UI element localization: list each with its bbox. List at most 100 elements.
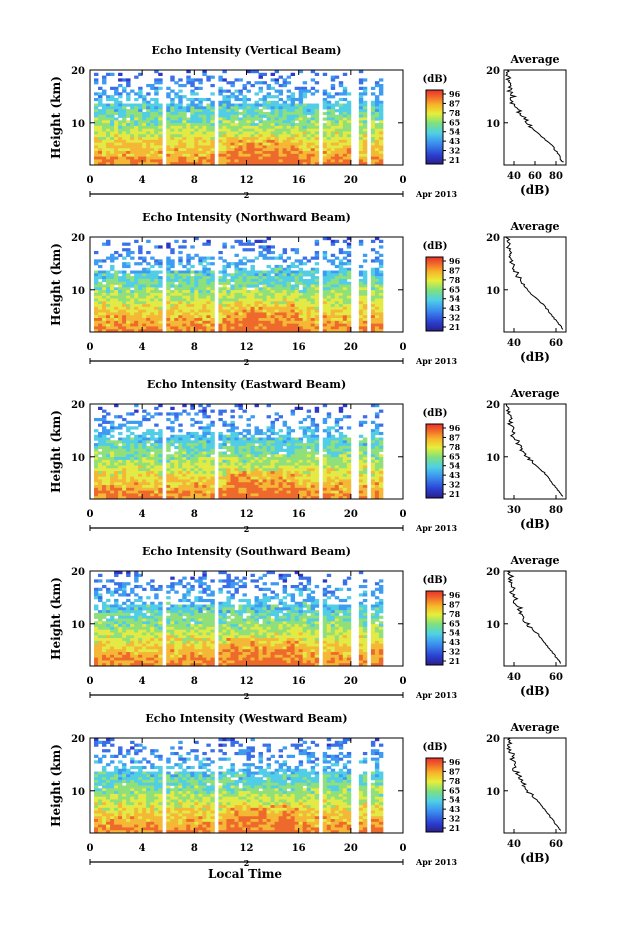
panel-title: Echo Intensity (Eastward Beam) bbox=[147, 378, 346, 391]
x-tick-label: 20 bbox=[344, 509, 358, 520]
colorbar-tick-label: 21 bbox=[449, 489, 460, 499]
x-tick-label: 0 bbox=[87, 175, 94, 186]
panel-title: Echo Intensity (Vertical Beam) bbox=[151, 44, 341, 57]
colorbar-tick-label: 78 bbox=[449, 609, 461, 619]
colorbar-tick-label: 78 bbox=[449, 275, 461, 285]
y-tick-label: 20 bbox=[71, 400, 85, 411]
colorbar-tick-label: 87 bbox=[449, 265, 460, 275]
x-tick-label: 0 bbox=[400, 175, 407, 186]
x-tick-label: 8 bbox=[191, 342, 198, 353]
x-tick-label: 16 bbox=[292, 676, 306, 687]
x-tick-label: 20 bbox=[344, 342, 358, 353]
colorbar-tick-label: 96 bbox=[449, 423, 461, 433]
x-tick-label: 0 bbox=[87, 509, 94, 520]
x-tick-label: 0 bbox=[87, 843, 94, 854]
colorbar-tick-label: 54 bbox=[449, 628, 461, 638]
x-tick-label: 12 bbox=[240, 843, 254, 854]
average-x-tick-label: 60 bbox=[528, 171, 542, 182]
x-tick-label: 20 bbox=[344, 843, 358, 854]
average-x-tick-label: 40 bbox=[507, 338, 521, 349]
colorbar-unit: (dB) bbox=[423, 241, 448, 252]
x-tick-label: 8 bbox=[191, 175, 198, 186]
average-x-tick-label: 60 bbox=[549, 338, 563, 349]
date-label: Apr 2013 bbox=[415, 690, 458, 700]
colorbar bbox=[425, 256, 444, 332]
date-label: Apr 2013 bbox=[415, 189, 458, 199]
colorbar-tick-label: 21 bbox=[449, 656, 460, 666]
colorbar-tick-label: 78 bbox=[449, 108, 461, 118]
day-label: 2 bbox=[244, 691, 250, 701]
average-x-tick-label: 80 bbox=[549, 505, 563, 516]
colorbar-tick-label: 32 bbox=[449, 647, 460, 657]
y-axis-label: Height (km) bbox=[49, 410, 63, 493]
colorbar-tick-label: 87 bbox=[449, 98, 460, 108]
average-x-tick-label: 40 bbox=[507, 839, 521, 850]
day-label: 2 bbox=[244, 858, 250, 868]
average-frame bbox=[503, 403, 567, 500]
colorbar-tick-label: 65 bbox=[449, 284, 460, 294]
colorbar-tick-label: 43 bbox=[449, 637, 461, 647]
average-frame bbox=[503, 236, 567, 333]
average-y-tick-label: 10 bbox=[486, 286, 500, 297]
y-tick-label: 20 bbox=[71, 233, 85, 244]
x-tick-label: 16 bbox=[292, 175, 306, 186]
x-tick-label: 12 bbox=[240, 342, 254, 353]
panel-2: Echo Intensity (Northward Beam)2010Heigh… bbox=[49, 211, 567, 367]
average-x-tick-label: 60 bbox=[549, 839, 563, 850]
average-x-tick-label: 30 bbox=[507, 505, 521, 516]
average-title: Average bbox=[509, 554, 559, 567]
average-frame bbox=[503, 737, 567, 834]
average-y-tick-label: 20 bbox=[486, 734, 500, 745]
echo-intensity-field bbox=[90, 404, 403, 500]
average-title: Average bbox=[509, 53, 559, 66]
average-x-axis-label: (dB) bbox=[520, 517, 550, 531]
colorbar-unit: (dB) bbox=[423, 74, 448, 85]
average-x-axis-label: (dB) bbox=[520, 684, 550, 698]
average-x-tick-label: 60 bbox=[549, 672, 563, 683]
panel-5: Echo Intensity (Westward Beam)2010Height… bbox=[49, 712, 567, 868]
colorbar-tick-label: 43 bbox=[449, 303, 461, 313]
panel-1: Echo Intensity (Vertical Beam)2010Height… bbox=[49, 44, 567, 200]
x-tick-label: 4 bbox=[139, 342, 146, 353]
colorbar-tick-label: 21 bbox=[449, 322, 460, 332]
average-x-tick-label: 80 bbox=[549, 171, 563, 182]
colorbar-tick-label: 43 bbox=[449, 804, 461, 814]
average-y-tick-label: 20 bbox=[486, 400, 500, 411]
local-time-label: Local Time bbox=[208, 867, 282, 881]
panel-3: Echo Intensity (Eastward Beam)2010Height… bbox=[49, 378, 567, 534]
y-tick-label: 10 bbox=[71, 453, 85, 464]
average-x-axis-label: (dB) bbox=[520, 183, 550, 197]
average-y-tick-label: 10 bbox=[486, 119, 500, 130]
x-tick-label: 20 bbox=[344, 676, 358, 687]
x-tick-label: 8 bbox=[191, 509, 198, 520]
x-tick-label: 0 bbox=[87, 342, 94, 353]
colorbar-tick-label: 21 bbox=[449, 823, 460, 833]
average-frame bbox=[503, 69, 567, 166]
average-frame bbox=[503, 570, 567, 667]
x-tick-label: 0 bbox=[87, 676, 94, 687]
colorbar-tick-label: 43 bbox=[449, 470, 461, 480]
average-y-tick-label: 20 bbox=[486, 233, 500, 244]
x-tick-label: 16 bbox=[292, 509, 306, 520]
colorbar bbox=[425, 590, 444, 666]
colorbar-tick-label: 32 bbox=[449, 480, 460, 490]
date-label: Apr 2013 bbox=[415, 356, 458, 366]
echo-intensity-field bbox=[90, 237, 403, 333]
average-profile-line bbox=[506, 570, 562, 664]
average-x-tick-label: 40 bbox=[507, 672, 521, 683]
colorbar bbox=[425, 423, 444, 499]
x-tick-label: 0 bbox=[400, 509, 407, 520]
colorbar bbox=[425, 757, 444, 833]
average-title: Average bbox=[509, 721, 559, 734]
day-label: 2 bbox=[244, 524, 250, 534]
colorbar-tick-label: 78 bbox=[449, 442, 461, 452]
average-y-tick-label: 20 bbox=[486, 567, 500, 578]
x-tick-label: 12 bbox=[240, 175, 254, 186]
colorbar-tick-label: 96 bbox=[449, 256, 461, 266]
x-tick-label: 12 bbox=[240, 676, 254, 687]
colorbar-tick-label: 32 bbox=[449, 313, 460, 323]
colorbar-tick-label: 54 bbox=[449, 795, 461, 805]
panel-4: Echo Intensity (Southward Beam)2010Heigh… bbox=[49, 545, 567, 701]
y-tick-label: 10 bbox=[71, 620, 85, 631]
colorbar-tick-label: 65 bbox=[449, 785, 460, 795]
